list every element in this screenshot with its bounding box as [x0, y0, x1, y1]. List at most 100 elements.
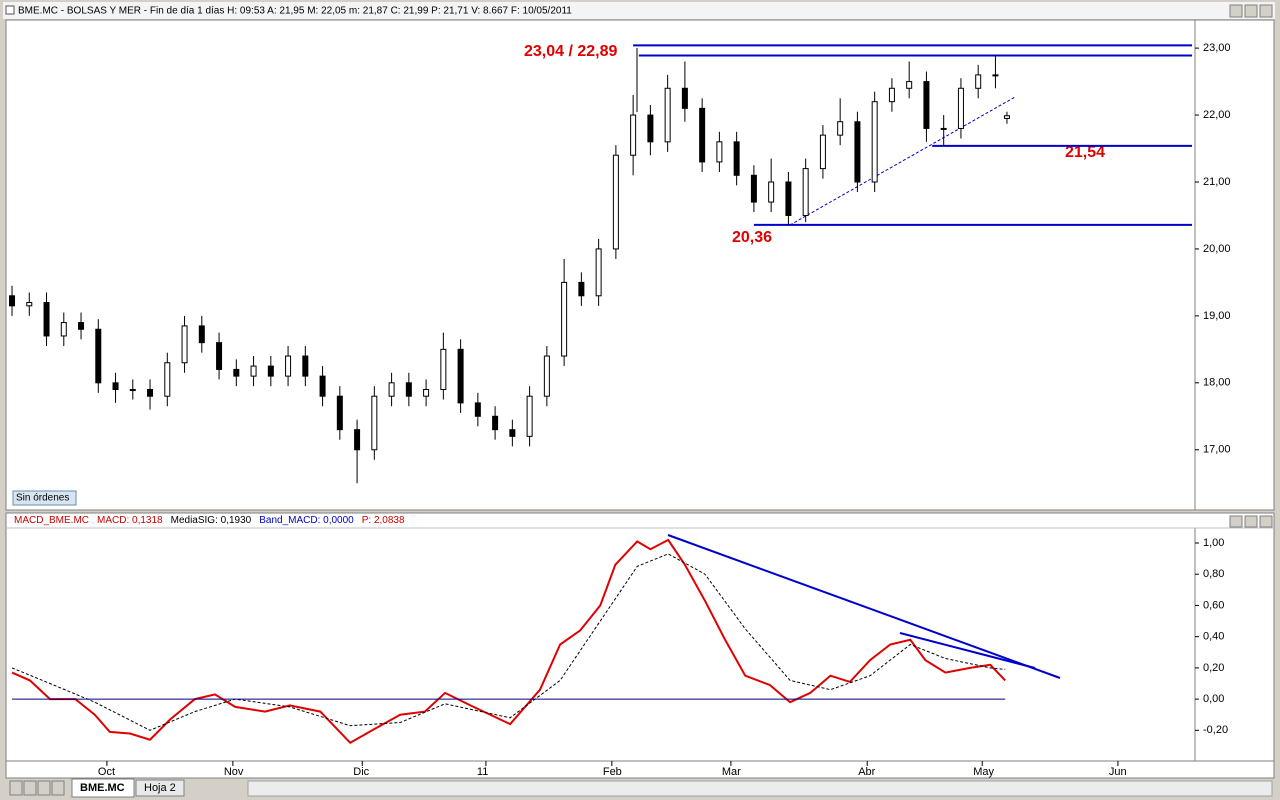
- h-scrollbar[interactable]: [247, 780, 1273, 797]
- close-button[interactable]: [1259, 4, 1273, 18]
- nav-prev[interactable]: [23, 780, 37, 796]
- candle-body: [630, 114, 637, 156]
- candle-body: [699, 107, 706, 163]
- title-bar: [3, 2, 1275, 19]
- tab[interactable]: [135, 779, 185, 797]
- macd-panel: [5, 512, 1275, 762]
- candle-body: [837, 121, 844, 136]
- nav-last[interactable]: [51, 780, 65, 796]
- macd-header: MACD_BME.MC MACD: 0,1318 MediaSIG: 0,1930 B…: [14, 515, 405, 526]
- candle-body: [147, 389, 154, 397]
- close-button[interactable]: [1259, 515, 1273, 528]
- candle-body: [957, 87, 964, 129]
- maximize-button[interactable]: [1244, 4, 1258, 18]
- y-tick-label: 0,40: [1203, 631, 1224, 643]
- candle-body: [319, 375, 326, 397]
- candle-body: [129, 389, 136, 392]
- nav-next[interactable]: [37, 780, 51, 796]
- candle-body: [664, 87, 671, 143]
- minimize-button[interactable]: [1229, 4, 1243, 18]
- y-tick-label: 20,00: [1203, 243, 1231, 255]
- candle-body: [95, 328, 102, 384]
- candle-body: [785, 181, 792, 216]
- y-tick-label: 19,00: [1203, 310, 1231, 322]
- candle-body: [906, 81, 913, 89]
- candle-body: [647, 114, 654, 143]
- x-tick-label: Feb: [603, 766, 622, 778]
- candle-body: [302, 355, 309, 377]
- candle-body: [60, 322, 67, 337]
- candle-body: [112, 382, 119, 391]
- candle-body: [595, 248, 602, 297]
- x-tick-label: Abr: [858, 766, 875, 778]
- candle-body: [233, 368, 240, 377]
- candle-body: [336, 395, 343, 431]
- x-tick-label: Jun: [1109, 766, 1127, 778]
- candle-body: [198, 325, 205, 344]
- x-tick-label: Oct: [98, 766, 115, 778]
- y-tick-label: 0,60: [1203, 599, 1224, 611]
- maximize-button[interactable]: [1244, 515, 1258, 528]
- candle-body: [216, 342, 223, 370]
- candle-body: [819, 134, 826, 170]
- tab-active[interactable]: [71, 778, 135, 798]
- x-tick-label: Nov: [224, 766, 244, 778]
- y-tick-label: 23,00: [1203, 42, 1231, 54]
- candle-body: [681, 87, 688, 109]
- title-icon[interactable]: [5, 5, 15, 15]
- candle-body: [716, 141, 723, 163]
- candle-body: [388, 382, 395, 397]
- y-tick-label: 1,00: [1203, 537, 1224, 549]
- candle-body: [733, 141, 740, 176]
- macd-header-item: MediaSIG: 0,1930: [171, 515, 252, 526]
- candle-body: [888, 87, 895, 103]
- nav-first[interactable]: [9, 780, 23, 796]
- series-line: [11, 553, 1006, 731]
- y-tick-label: 18,00: [1203, 377, 1231, 389]
- annotation: 23,04 / 22,89: [524, 43, 618, 60]
- candle-body: [871, 101, 878, 183]
- tab-label: Hoja 2: [144, 782, 176, 794]
- series-line: [11, 538, 1006, 745]
- tab-nav: [9, 780, 65, 796]
- y-tick-label: 21,00: [1203, 176, 1231, 188]
- candle-body: [543, 355, 550, 397]
- y-tick-label: 0,80: [1203, 568, 1224, 580]
- title-text: BME.MC - BOLSAS Y MER - Fin de día 1 día…: [18, 6, 572, 17]
- macd-trendline: [899, 632, 1036, 669]
- x-axis-strip: [5, 760, 1275, 779]
- orders-button[interactable]: [12, 490, 77, 506]
- macd-header-item: P: 2,0838: [362, 515, 405, 526]
- candle-body: [768, 181, 775, 203]
- candle-body: [1003, 115, 1010, 119]
- annotation: 20,36: [732, 229, 772, 246]
- candle-body: [78, 322, 85, 330]
- candle-body: [440, 348, 447, 391]
- candle-body: [992, 74, 999, 77]
- candle-body: [975, 74, 982, 89]
- price-panel: [5, 19, 1275, 511]
- candle-body: [267, 365, 274, 377]
- macd-header-item: Band_MACD: 0,0000: [259, 515, 354, 526]
- candle-body: [561, 281, 568, 357]
- candle-body: [423, 389, 430, 397]
- candle-body: [750, 174, 757, 203]
- annotation: 21,54: [1065, 144, 1105, 161]
- candle-body: [509, 429, 516, 437]
- y-tick-label: 0,00: [1203, 693, 1224, 705]
- macd-header-item: MACD_BME.MC: [14, 515, 89, 526]
- candle-body: [43, 301, 50, 337]
- candle-body: [181, 325, 188, 364]
- y-tick-label: -0,20: [1203, 724, 1228, 736]
- candle-body: [457, 348, 464, 404]
- candle-body: [354, 429, 361, 451]
- x-tick-label: 11: [477, 766, 488, 778]
- candle-body: [9, 295, 16, 307]
- candle-body: [371, 395, 378, 451]
- candle-body: [164, 362, 171, 397]
- x-tick-label: Mar: [722, 766, 741, 778]
- candle-body: [285, 355, 292, 377]
- candle-body: [612, 154, 619, 250]
- minimize-button[interactable]: [1229, 515, 1243, 528]
